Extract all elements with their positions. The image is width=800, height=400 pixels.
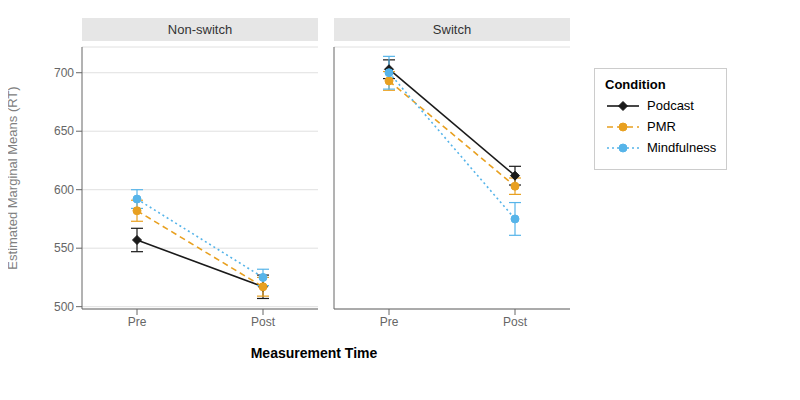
html-text:Measurement Time: Measurement Time [250, 345, 378, 361]
svg-text:Pre: Pre [380, 315, 399, 329]
svg-text:700: 700 [54, 66, 74, 80]
svg-text:Pre: Pre [128, 315, 147, 329]
html-text:Switch: Switch [432, 22, 472, 37]
html-text:Mindfulness: Mindfulness [647, 140, 717, 155]
html-text:Non-switch: Non-switch [167, 22, 233, 37]
svg-text:650: 650 [54, 124, 74, 138]
svg-text:Post: Post [251, 315, 276, 329]
svg-text:550: 550 [54, 241, 74, 255]
svg-text:Estimated Marginal Means (RT): Estimated Marginal Means (RT) [8, 86, 20, 269]
html-text:Condition: Condition [605, 77, 666, 92]
svg-text:500: 500 [54, 300, 74, 314]
svg-text:Post: Post [503, 315, 528, 329]
html-text:PMR: PMR [647, 119, 676, 134]
svg-text:600: 600 [54, 183, 74, 197]
html-text:Podcast: Podcast [647, 98, 694, 113]
